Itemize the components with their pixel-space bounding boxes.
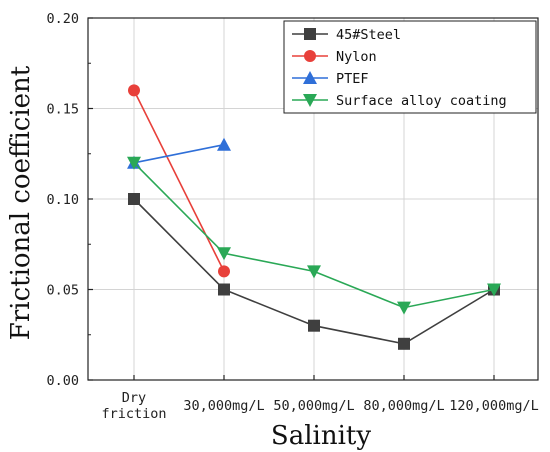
data-point [218,283,230,296]
legend-label: PTEF [336,71,369,87]
legend-marker [303,71,317,84]
data-point [127,156,141,170]
x-tick-label: 50,000mg/L [273,398,354,414]
data-point [217,137,231,151]
legend: 45#Steel Nylon PTEF Surface alloy coating [283,20,537,114]
data-point [308,319,320,332]
x-tick-label: 30,000mg/L [183,398,264,414]
legend-label: 45#Steel [336,27,401,43]
y-tick-label: 0.10 [46,192,79,208]
legend-entry: PTEF [292,71,369,87]
legend-marker [303,94,317,107]
data-point [128,84,140,97]
data-point [218,265,230,278]
y-tick-label: 0.15 [46,102,79,118]
x-axis-title: Salinity [271,421,371,451]
y-tick-label: 0.20 [46,11,79,27]
legend-entry: Surface alloy coating [292,93,507,109]
series-ptef [127,137,231,169]
data-point [307,265,321,279]
legend-marker [304,28,316,40]
axes: 0.00 0.05 0.10 0.15 0.20 Dry friction 30,000mg/… [46,11,538,422]
series-surface-alloy-coating [127,156,501,315]
y-axis-title: Frictional coefficient [6,65,36,340]
legend-label: Surface alloy coating [336,93,507,109]
x-tick-label: 120,000mg/L [449,398,538,414]
series-nylon [128,84,230,278]
data-point [217,247,231,261]
legend-entry: Nylon [292,49,377,65]
data-point [397,301,411,315]
series-group [127,84,501,350]
legend-marker [304,50,316,62]
y-tick-label: 0.05 [46,283,79,299]
legend-entry: 45#Steel [292,27,401,43]
series-line [133,90,225,272]
data-point [487,283,501,297]
legend-label: Nylon [336,49,377,65]
x-tick-label: 80,000mg/L [363,398,444,414]
y-tick-label: 0.00 [46,373,79,389]
series-line [133,143,225,164]
data-point [398,337,410,350]
data-point [128,193,140,205]
x-tick-label: Dry friction [101,390,166,422]
legend-box [283,20,537,114]
